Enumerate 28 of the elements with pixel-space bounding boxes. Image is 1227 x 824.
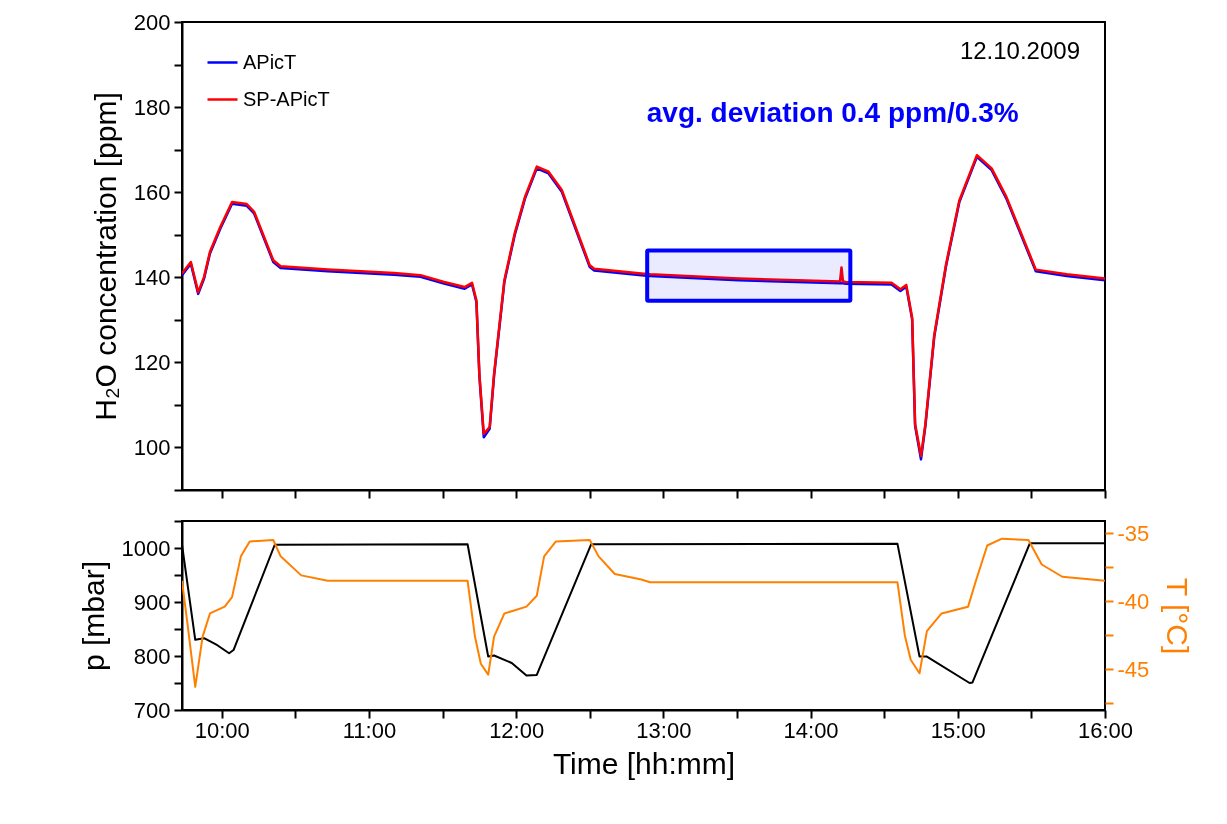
annotation: 12.10.2009 — [959, 37, 1080, 64]
y-tick-label: 200 — [133, 9, 171, 35]
x-tick-label: 13:00 — [636, 717, 692, 743]
y2-tick-label: -40 — [1117, 588, 1150, 614]
x-tick-label: 12:00 — [489, 717, 545, 743]
legend-label: SP-APicT — [243, 87, 330, 110]
y-tick-label: 180 — [133, 94, 171, 120]
x-tick-label: 15:00 — [930, 717, 986, 743]
legend-label: APicT — [243, 50, 297, 73]
x-axis-title: Time [hh:mm] — [552, 746, 736, 780]
y-axis-title: H₂O concentration [ppm] — [88, 92, 122, 421]
y-tick-label: 160 — [133, 179, 171, 205]
annotation: avg. deviation 0.4 ppm/0.3% — [646, 97, 1019, 128]
y-tick-label: 100 — [133, 434, 171, 460]
x-tick-label: 14:00 — [783, 717, 839, 743]
y2-tick-label: -45 — [1117, 656, 1150, 682]
x-tick-label: 16:00 — [1077, 717, 1134, 743]
y2-tick-label: -35 — [1117, 520, 1150, 546]
y-tick-label: 800 — [133, 643, 171, 669]
x-tick-label: 10:00 — [194, 717, 250, 743]
y-tick-label: 700 — [133, 697, 171, 723]
y-axis-title: p [mbar] — [76, 560, 110, 672]
x-tick-label: 11:00 — [342, 717, 397, 743]
y2-axis-title: T [°C] — [1161, 577, 1195, 655]
y-tick-label: 1000 — [121, 535, 171, 561]
y-tick-label: 140 — [133, 264, 171, 290]
y-tick-label: 120 — [133, 349, 171, 375]
y-tick-label: 900 — [133, 589, 171, 615]
